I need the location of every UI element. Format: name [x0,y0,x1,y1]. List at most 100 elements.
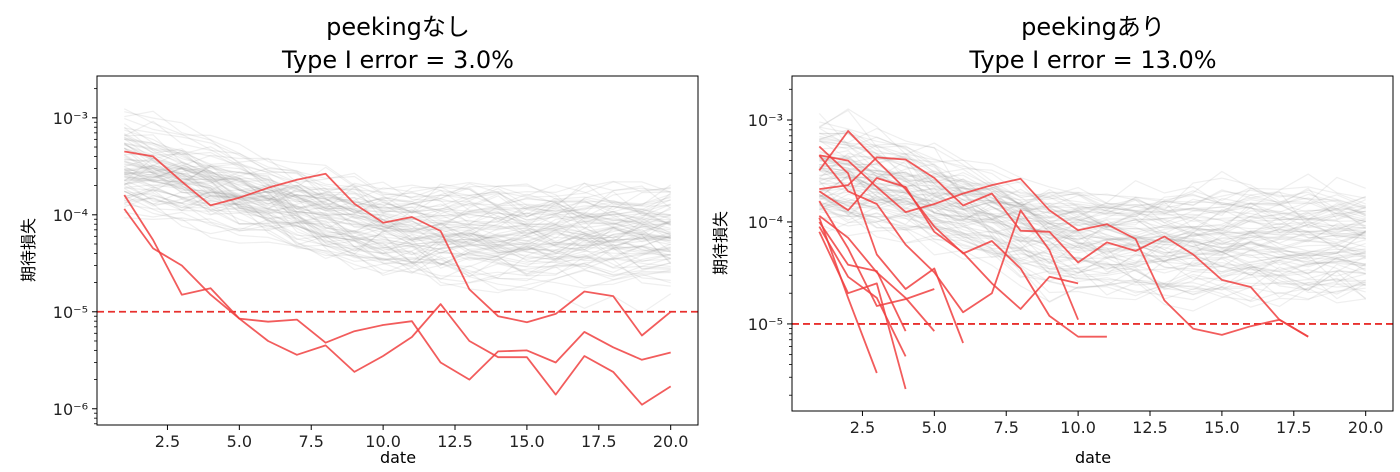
background-series-line [818,127,1366,276]
background-series-line [124,195,671,282]
background-series-line [819,156,1366,222]
background-series-line [819,211,1366,284]
background-series-line [819,191,1366,259]
background-series-line [124,190,671,265]
background-series-line [819,170,1366,251]
background-series-line [124,164,672,268]
background-series-line [819,195,1366,300]
background-series-line [124,137,671,248]
x-tick-label: 10.0 [1060,418,1096,437]
background-series-line [819,187,1366,220]
x-tick-label: 7.5 [994,418,1019,437]
background-series-line [123,157,671,239]
background-series-line [819,160,1366,208]
y-tick-label: 10⁻⁵ [748,315,783,334]
background-series-line [124,171,671,233]
background-series-line [124,175,671,236]
background-series-line [819,207,1366,295]
right-x-ticks: 2.5 5.0 7.5 10.0 12.5 15.0 17.5 20.0 [850,411,1383,437]
background-series-line [819,176,1366,237]
background-series-line [819,197,1366,232]
background-series-line [819,201,1367,244]
background-series-line [819,199,1366,276]
background-series-line [124,185,671,254]
background-series-line [819,194,1366,303]
background-series-line [819,132,1366,266]
background-series-line [124,134,672,215]
background-series-line [124,167,672,264]
background-series-line [818,186,1366,224]
background-series-line [819,164,1366,271]
background-series-line [123,123,671,255]
background-series-line [124,158,671,254]
background-series-line [124,176,671,266]
background-series-line [124,194,671,239]
background-series-line [124,163,671,243]
background-series-line [819,171,1366,303]
highlighted-series-line-9 [818,221,907,332]
background-series-line [124,161,671,207]
background-series-line [124,142,671,246]
background-series-line [124,182,671,215]
y-tick-label: 10⁻³ [748,111,783,130]
background-series-line [124,171,671,270]
background-series-line [124,165,671,227]
background-series-line [819,157,1366,267]
background-series-line [124,108,671,225]
x-tick-label: 5.0 [227,432,252,451]
left-highlighted-series [123,150,672,406]
background-series-line [124,144,671,214]
background-series-line [819,195,1367,236]
background-series-line [818,165,1366,254]
background-series-line [819,132,1366,259]
background-series-line [819,163,1366,224]
background-series-line [124,166,671,255]
right-plot-frame [791,75,1394,412]
left-y-ticks: 10⁻⁶ 10⁻⁵ 10⁻⁴ 10⁻³ [53,88,97,425]
background-series-line [819,169,1367,270]
background-series-line [124,129,671,264]
background-series-line [819,144,1366,228]
background-series-line [819,136,1366,265]
background-series-line [123,133,671,233]
background-series-line [124,169,672,314]
right-y-axis-label: 期待損失 [711,211,730,275]
background-series-line [819,149,1366,251]
background-series-line [818,193,1366,278]
highlighted-series-line-2 [819,156,1309,338]
highlighted-series-line-5 [818,154,1079,321]
background-series-line [124,172,671,265]
background-series-line [124,138,671,244]
highlighted-series-line-1 [124,150,672,337]
y-tick-label: 10⁻³ [53,109,88,128]
background-series-line [124,147,671,294]
background-series-line [124,167,671,243]
right-chart-subtitle: Type I error = 13.0% [968,46,1216,74]
left-background-series [123,108,672,314]
background-series-line [124,133,671,255]
right-chart-title: peekingあり [1021,13,1165,41]
background-series-line [124,153,671,289]
background-series-line [819,156,1366,308]
background-series-line [819,200,1367,301]
background-series-line [124,165,671,222]
background-series-line [819,197,1366,249]
background-series-line [124,117,671,210]
background-series-line [124,136,671,275]
background-series-line [124,179,672,251]
x-tick-label: 12.5 [437,432,473,451]
background-series-line [124,185,671,228]
right-x-axis-label: date [1075,448,1111,467]
x-tick-label: 5.0 [922,418,947,437]
background-series-line [819,184,1366,256]
background-series-line [124,174,671,258]
background-series-line [819,126,1366,308]
right-highlighted-series [818,130,1309,390]
background-series-line [819,195,1366,258]
x-tick-label: 12.5 [1132,418,1168,437]
background-series-line [819,195,1367,288]
x-tick-label: 17.5 [1276,418,1312,437]
background-series-line [124,173,671,238]
background-series-line [124,167,671,277]
left-y-axis-label: 期待損失 [19,218,38,282]
